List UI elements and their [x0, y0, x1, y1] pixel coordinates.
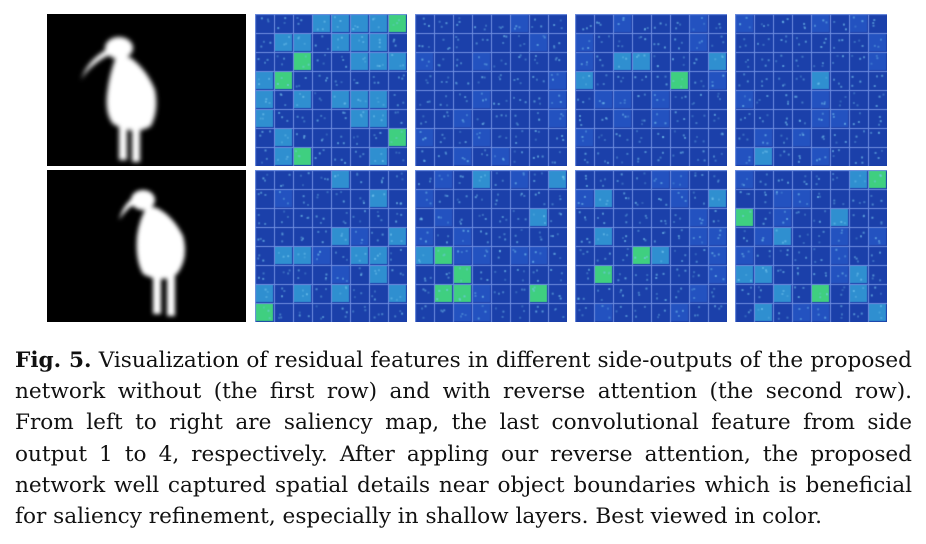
caption-text: Visualization of residual features in di…	[15, 348, 912, 530]
bird-saliency-2	[119, 190, 185, 316]
caption-label: Fig. 5.	[15, 348, 92, 373]
saliency-map-row-2	[47, 170, 246, 322]
feature-grid-row-2-side-output-4	[735, 170, 887, 322]
bird-saliency-1	[81, 37, 157, 162]
feature-grid-row-1-side-output-2	[415, 14, 567, 166]
feature-grid-row-1-side-output-3	[575, 14, 727, 166]
figure-caption: Fig. 5. Visualization of residual featur…	[15, 345, 912, 532]
feature-grid-row-2-side-output-3	[575, 170, 727, 322]
feature-grid-row-2-side-output-2	[415, 170, 567, 322]
saliency-map-row-1	[47, 14, 246, 166]
feature-grid-row-2-side-output-1	[255, 170, 407, 322]
figure	[47, 14, 887, 322]
feature-grid-row-1-side-output-4	[735, 14, 887, 166]
feature-grid-row-1-side-output-1	[255, 14, 407, 166]
